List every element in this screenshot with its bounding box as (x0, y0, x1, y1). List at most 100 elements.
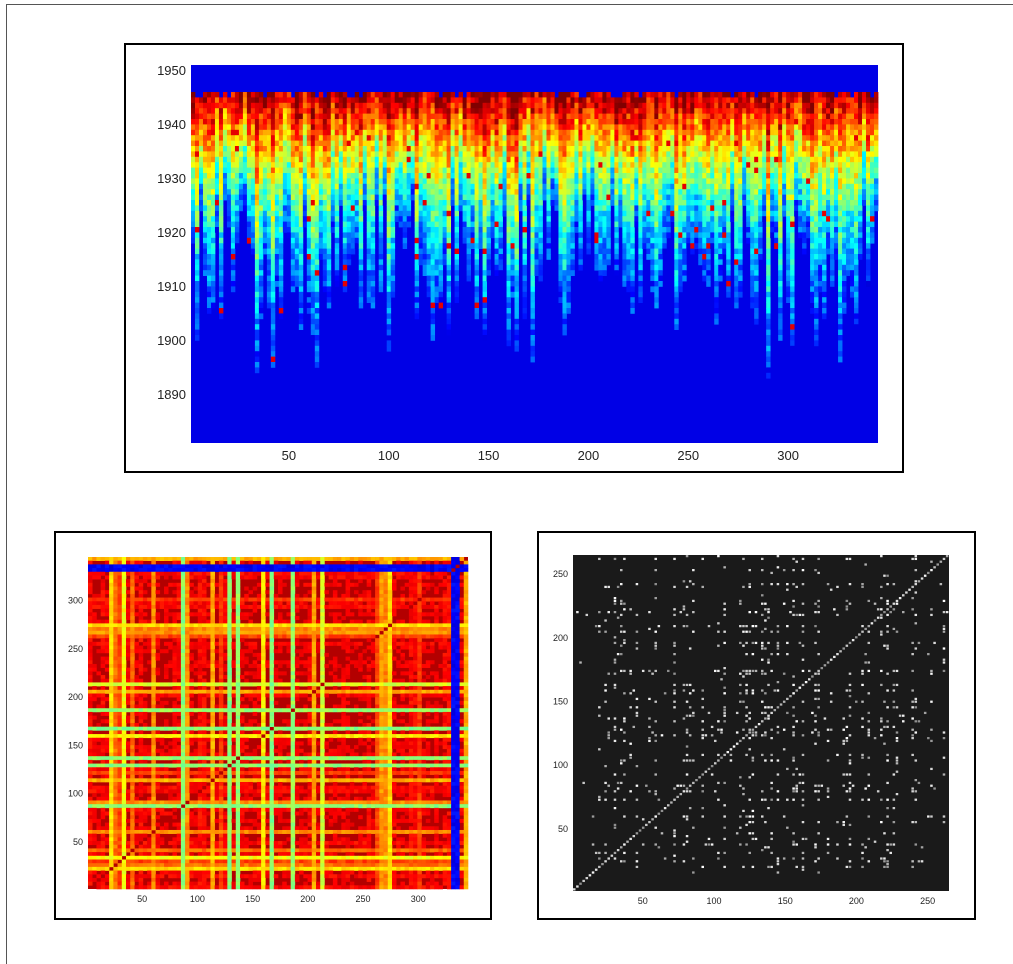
heatmap-cell (214, 162, 220, 168)
heatmap-cell (422, 270, 428, 276)
heatmap-cell (698, 205, 703, 212)
heatmap-cell (298, 286, 304, 293)
heatmap-cell (366, 167, 372, 174)
heatmap-cell (326, 151, 332, 158)
heatmap-cell (246, 146, 252, 152)
heatmap-cell (518, 92, 523, 98)
heatmap-cell (298, 243, 304, 249)
heatmap-cell (638, 102, 643, 109)
heatmap-cell (730, 156, 735, 163)
heatmap-cell (326, 243, 332, 249)
heatmap-cell (614, 227, 619, 233)
heatmap-cell (746, 189, 751, 195)
heatmap-cell (534, 162, 539, 168)
heatmap-cell (274, 173, 280, 179)
heatmap-cell (334, 221, 340, 228)
heatmap-cell (346, 146, 352, 152)
heatmap-cell (558, 156, 563, 163)
heatmap-cell (366, 237, 372, 244)
heatmap-cell (602, 119, 607, 125)
heatmap-cell (566, 173, 571, 179)
heatmap-cell (654, 248, 659, 255)
heatmap-cell (286, 102, 292, 109)
heatmap-cell (474, 308, 479, 314)
heatmap-cell (458, 189, 463, 195)
heatmap-cell (414, 140, 420, 147)
heatmap-cell (770, 146, 775, 152)
heatmap-cell (442, 259, 448, 266)
heatmap-cell (730, 140, 735, 147)
heatmap-cell (494, 151, 499, 158)
heatmap-cell (510, 210, 515, 217)
heatmap-cell (690, 205, 695, 212)
heatmap-cell (330, 108, 336, 114)
heatmap-cell (326, 173, 332, 179)
heatmap-cell (630, 108, 635, 114)
heatmap-cell (246, 178, 252, 185)
heatmap-cell (298, 156, 304, 163)
heatmap-cell (310, 140, 316, 147)
heatmap-cell (222, 97, 228, 104)
heatmap-cell (782, 162, 787, 168)
heatmap-cell (438, 254, 444, 260)
heatmap-cell (302, 129, 308, 136)
heatmap-cell (674, 135, 679, 141)
heatmap-cell (634, 102, 639, 109)
heatmap-cell (286, 216, 292, 222)
heatmap-cell (438, 200, 444, 206)
heatmap-cell (734, 200, 739, 206)
heatmap-cell (514, 291, 519, 298)
heatmap-cell (738, 221, 743, 228)
heatmap-cell (678, 183, 683, 190)
heatmap-cell (554, 210, 559, 217)
heatmap-cell (542, 162, 547, 168)
heatmap-cell (738, 275, 743, 282)
heatmap-cell (402, 162, 408, 168)
heatmap-cell (666, 216, 671, 222)
heatmap-cell (502, 119, 507, 125)
heatmap-cell (390, 135, 396, 141)
heatmap-cell (254, 329, 260, 336)
heatmap-cell (518, 162, 523, 168)
heatmap-cell (218, 210, 224, 217)
heatmap-cell (758, 237, 763, 244)
heatmap-cell (358, 151, 364, 158)
heatmap-cell (606, 92, 611, 98)
heatmap-cell (606, 102, 611, 109)
heatmap-cell (750, 275, 755, 282)
heatmap-cell (758, 156, 763, 163)
heatmap-cell (742, 135, 747, 141)
heatmap-cell (226, 113, 232, 120)
heatmap-cell (402, 129, 408, 136)
heatmap-cell (562, 162, 567, 168)
heatmap-cell (610, 119, 615, 125)
heatmap-cell (762, 102, 767, 109)
heatmap-cell (566, 232, 571, 239)
heatmap-cell (686, 194, 691, 201)
heatmap-cell (414, 178, 420, 185)
heatmap-cell (646, 151, 651, 158)
heatmap-cell (322, 248, 328, 255)
heatmap-cell (610, 178, 615, 185)
heatmap-cell (546, 151, 551, 158)
heatmap-cell (462, 97, 467, 104)
heatmap-cell (354, 194, 360, 201)
heatmap-cell (322, 140, 328, 147)
heatmap-cell (478, 97, 483, 104)
heatmap-cell (742, 156, 747, 163)
heatmap-cell (746, 167, 751, 174)
heatmap-cell (774, 129, 779, 136)
heatmap-cell (282, 151, 288, 158)
heatmap-cell (706, 162, 711, 168)
heatmap-cell (710, 227, 715, 233)
heatmap-cell (358, 254, 364, 260)
heatmap-cell (426, 216, 432, 222)
heatmap-cell (698, 248, 703, 255)
heatmap-cell (278, 248, 284, 255)
heatmap-cell (694, 243, 699, 249)
heatmap-cell (454, 232, 460, 239)
heatmap-cell (246, 113, 252, 120)
heatmap-cell (750, 119, 755, 125)
heatmap-cell (638, 162, 643, 168)
heatmap-cell (754, 232, 759, 239)
